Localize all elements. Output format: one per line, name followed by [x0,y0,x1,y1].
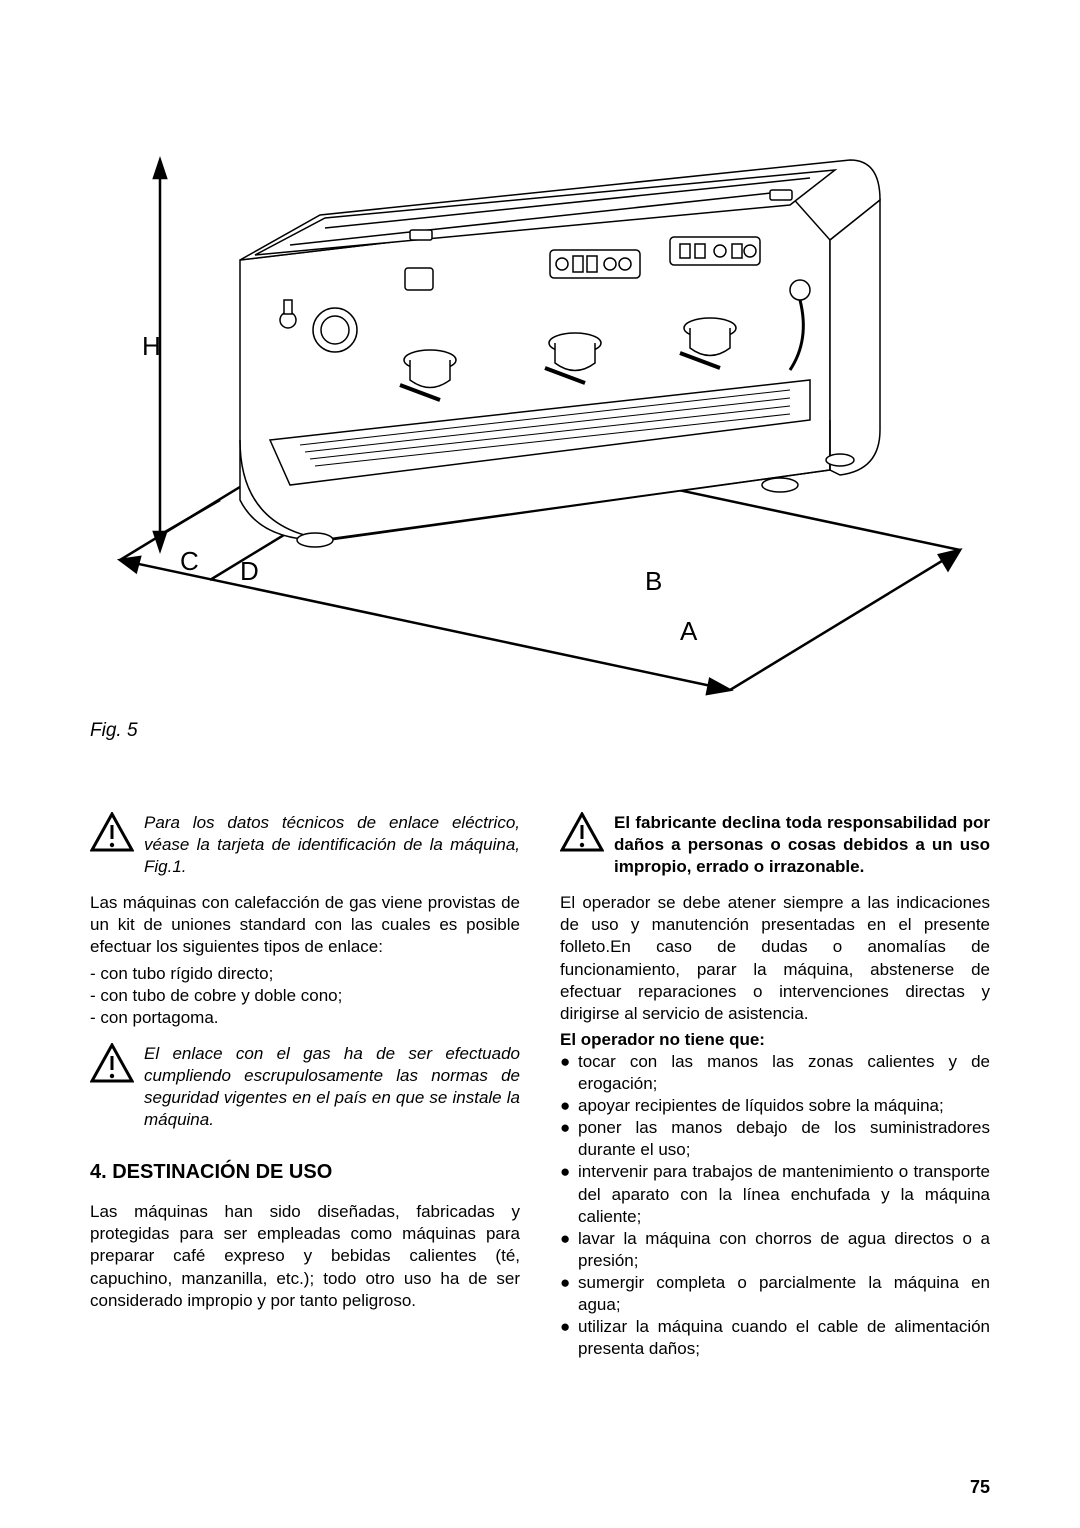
bullet-item: ● lavar la máquina con chorros de agua d… [560,1228,990,1272]
operator-para: El operador se debe atener siempre a las… [560,892,990,1025]
operator-prohibitions: ●tocar con las manos las zonas calientes… [560,1051,990,1360]
connection-list: - con tubo rígido directo; - con tubo de… [90,963,520,1029]
bullet-item: ●tocar con las manos las zonas calientes… [560,1051,990,1095]
label-a: A [680,616,698,646]
bullet-dot: ● [560,1117,578,1139]
bullet-text: poner las manos debajo de los suministra… [578,1117,990,1161]
bullet-dot: ● [560,1316,578,1338]
figure-caption: Fig. 5 [90,720,990,742]
bullet-item: ●intervenir para trabajos de mantenimien… [560,1161,990,1227]
bullet-text: lavar la máquina con chorros de agua dir… [578,1228,990,1272]
label-c: C [180,546,199,576]
manual-page: H C D B A Fig. 5 Para los datos técnicos… [0,0,1080,1528]
bullet-item: ●apoyar recipientes de líquidos sobre la… [560,1095,990,1117]
bullet-dot: ● [560,1161,578,1183]
bullet-text: intervenir para trabajos de mantenimient… [578,1161,990,1227]
gas-intro: Las máquinas con calefacción de gas vien… [90,892,520,958]
right-column: El fabricante declina toda responsabilid… [560,812,990,1360]
bullet-text: apoyar recipientes de líquidos sobre la … [578,1095,990,1117]
page-number: 75 [970,1477,990,1498]
bullet-item: ●poner las manos debajo de los suministr… [560,1117,990,1161]
warning-electrical-text: Para los datos técnicos de enlace eléctr… [144,812,520,878]
machine-diagram-svg: H C D B A [90,100,990,700]
bullet-dot: ● [560,1272,578,1294]
bullet-item: ●utilizar la máquina cuando el cable de … [560,1316,990,1360]
label-d: D [240,556,259,586]
dash-item: - con tubo rígido directo; [90,963,520,985]
warning-gas-text: El enlace con el gas ha de ser efectuado… [144,1043,520,1131]
bullet-text: utilizar la máquina cuando el cable de a… [578,1316,990,1360]
bullet-dot: ● [560,1095,578,1117]
dash-item: - con portagoma. [90,1007,520,1029]
figure-diagram: H C D B A [90,100,990,700]
warning-icon [90,812,134,852]
text-columns: Para los datos técnicos de enlace eléctr… [90,812,990,1360]
section-body: Las máquinas han sido diseñadas, fabrica… [90,1201,520,1311]
warning-liability-text: El fabricante declina toda responsabilid… [614,812,990,878]
warning-icon [90,1043,134,1083]
bullet-item: ●sumergir completa o parcialmente la máq… [560,1272,990,1316]
section-title: 4. DESTINACIÓN DE USO [90,1159,520,1185]
bullet-dot: ● [560,1228,578,1250]
label-h: H [142,331,161,361]
bullet-text: sumergir completa o parcialmente la máqu… [578,1272,990,1316]
left-column: Para los datos técnicos de enlace eléctr… [90,812,520,1360]
bullet-text: tocar con las manos las zonas calientes … [578,1051,990,1095]
warning-icon [560,812,604,852]
warning-electrical: Para los datos técnicos de enlace eléctr… [90,812,520,878]
operator-list-title: El operador no tiene que: [560,1029,990,1051]
bullet-dot: ● [560,1051,578,1073]
warning-liability: El fabricante declina toda responsabilid… [560,812,990,878]
dash-item: - con tubo de cobre y doble cono; [90,985,520,1007]
label-b: B [645,566,662,596]
warning-gas: El enlace con el gas ha de ser efectuado… [90,1043,520,1131]
